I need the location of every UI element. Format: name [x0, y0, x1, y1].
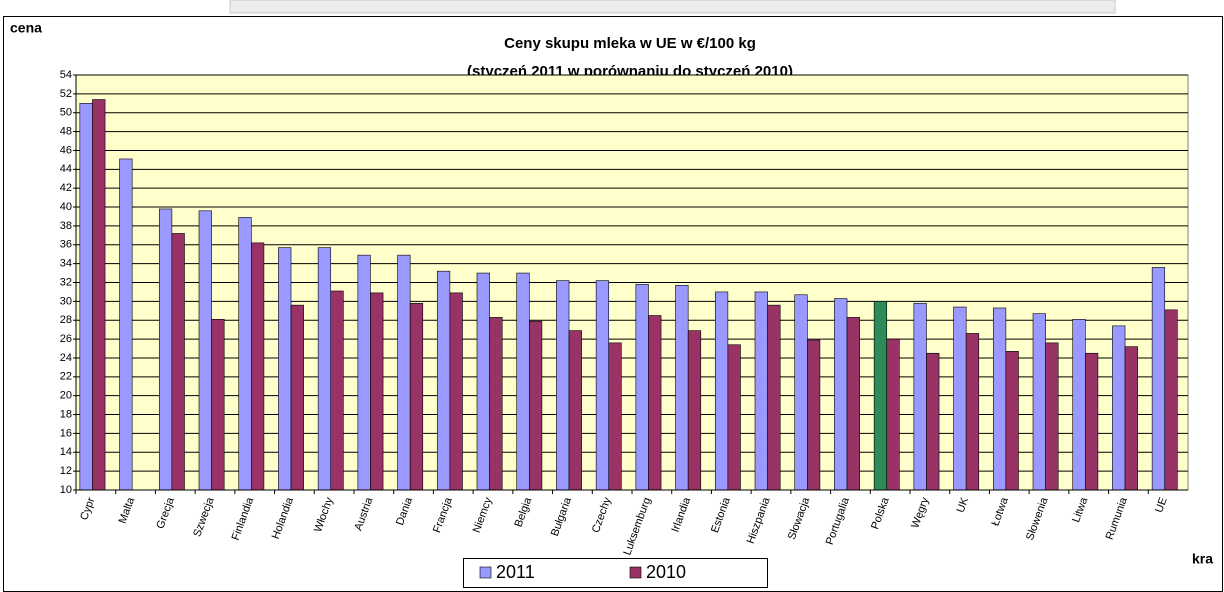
bar: [79, 102, 93, 491]
bar: [290, 304, 304, 491]
bar: [767, 304, 781, 491]
legend-label: 2011: [496, 562, 535, 582]
bar: [119, 158, 133, 491]
bar: [489, 317, 503, 491]
bar: [754, 291, 768, 491]
y-tick-label: 12: [60, 465, 72, 477]
bar: [873, 301, 888, 491]
bar: [278, 247, 292, 491]
bar: [476, 272, 490, 491]
y-tick-label: 28: [60, 314, 72, 326]
bar: [1151, 267, 1166, 491]
bar: [357, 254, 371, 491]
legend-label: 2010: [646, 562, 686, 582]
bar: [158, 208, 173, 491]
bar: [1045, 342, 1059, 491]
y-tick-label: 46: [60, 144, 72, 156]
top-bar: [229, 0, 1116, 14]
bar: [992, 307, 1007, 491]
bar: [529, 320, 543, 491]
y-tick-label: 54: [60, 69, 72, 81]
bar: [1164, 309, 1178, 491]
bar: [807, 339, 821, 491]
bar: [926, 352, 940, 491]
y-axis-label: cena: [10, 20, 42, 36]
bar: [834, 298, 848, 491]
bar: [714, 291, 729, 491]
bar: [794, 294, 808, 491]
y-tick-label: 24: [60, 352, 72, 364]
bar: [556, 280, 570, 491]
y-tick-label: 36: [60, 239, 72, 251]
x-tick-label: UK: [955, 495, 972, 514]
y-tick-label: 18: [60, 408, 72, 420]
bar: [397, 254, 411, 491]
bar: [608, 342, 622, 491]
y-tick-label: 40: [60, 201, 72, 213]
bar: [317, 247, 332, 491]
legend-swatch: [629, 566, 642, 579]
bar: [1032, 313, 1046, 491]
bar: [436, 270, 451, 491]
y-tick-label: 50: [60, 107, 72, 119]
bar: [92, 99, 106, 491]
bar: [211, 318, 225, 491]
bar: [568, 330, 582, 491]
bar: [913, 302, 927, 491]
y-tick-label: 48: [60, 125, 72, 137]
bar: [953, 306, 967, 491]
bar: [1005, 351, 1019, 491]
y-tick-label: 20: [60, 390, 72, 402]
bar: [171, 233, 185, 491]
bar: [965, 333, 980, 491]
bar: [409, 302, 424, 491]
bar: [648, 315, 662, 491]
bar: [675, 285, 689, 491]
y-tick-label: 34: [60, 258, 72, 270]
bar: [727, 344, 741, 491]
y-tick-label: 26: [60, 333, 72, 345]
bar: [330, 290, 344, 491]
bar: [370, 292, 384, 491]
bar: [595, 280, 610, 491]
y-tick-label: 44: [60, 163, 72, 175]
bar: [886, 338, 900, 491]
bar: [1085, 352, 1099, 491]
bar: [635, 284, 649, 491]
bar: [1124, 346, 1138, 491]
bar: [1072, 318, 1086, 491]
bar: [687, 330, 702, 491]
y-tick-label: 42: [60, 182, 72, 194]
y-tick-label: 10: [60, 484, 72, 496]
x-axis-label: kra: [1192, 551, 1213, 567]
chart-title: Ceny skupu mleka w UE w €/100 kg: [504, 35, 756, 52]
y-tick-label: 30: [60, 295, 72, 307]
bar: [516, 272, 530, 491]
y-tick-label: 16: [60, 427, 72, 439]
y-tick-label: 32: [60, 276, 72, 288]
y-tick-label: 52: [60, 88, 72, 100]
bar: [449, 292, 463, 491]
bar: [238, 217, 252, 491]
y-tick-label: 38: [60, 220, 72, 232]
legend-box: [463, 558, 768, 588]
y-tick-label: 14: [60, 446, 72, 458]
bar: [251, 242, 265, 491]
bar: [846, 317, 860, 491]
x-tick-label: UE: [1153, 496, 1170, 514]
y-tick-label: 22: [60, 371, 72, 383]
legend-swatch: [479, 566, 492, 579]
bar: [1112, 325, 1126, 491]
bar: [198, 210, 212, 491]
